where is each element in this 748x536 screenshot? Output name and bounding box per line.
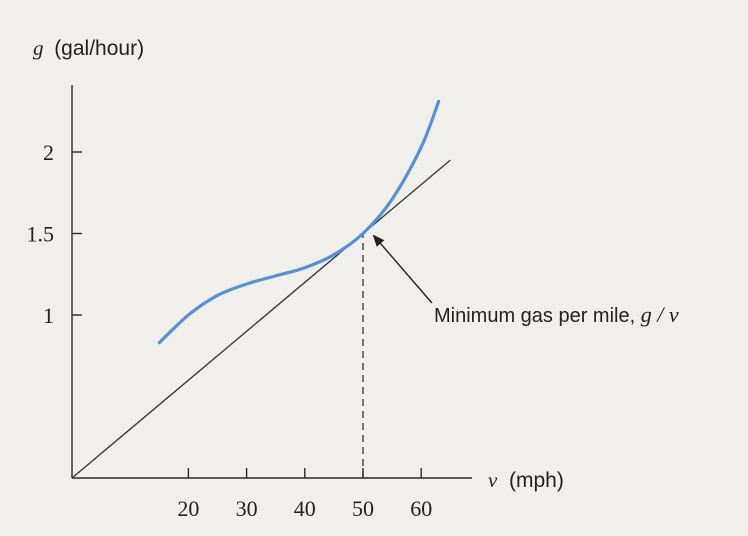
annotation-label: Minimum gas per mile, g / v xyxy=(434,302,679,327)
y-tick-label: 1 xyxy=(43,303,54,328)
y-axis-unit: (gal/hour) xyxy=(54,37,144,60)
x-tick-label: 40 xyxy=(294,496,316,521)
gas-consumption-curve xyxy=(157,99,441,345)
x-tick-label: 30 xyxy=(236,496,258,521)
x-axis-label: v (mph) xyxy=(488,468,564,492)
y-axis-var: g xyxy=(33,36,44,60)
tangent-line xyxy=(71,159,451,479)
x-tick-label: 20 xyxy=(177,496,199,521)
x-axis-unit: (mph) xyxy=(509,469,564,492)
annotation-text: Minimum gas per mile, xyxy=(434,305,641,327)
y-axis-label: g (gal/hour) xyxy=(33,36,144,60)
x-tick-label: 60 xyxy=(410,496,432,521)
y-tick-label: 1.5 xyxy=(27,222,55,247)
x-tick-label: 50 xyxy=(352,496,374,521)
annotation-arrow xyxy=(372,234,433,304)
x-axis-var: v xyxy=(488,468,498,492)
annotation-math: g / v xyxy=(641,302,679,327)
y-tick-label: 2 xyxy=(43,140,54,165)
